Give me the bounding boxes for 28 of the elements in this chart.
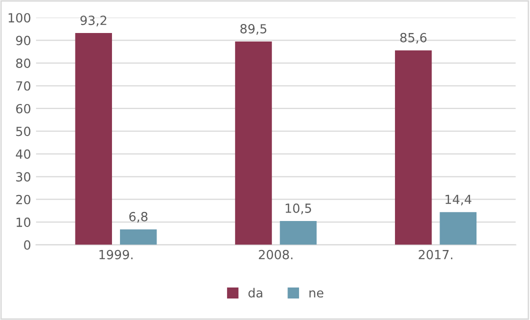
y-tick-label: 50 <box>16 126 30 136</box>
bar <box>75 33 112 245</box>
y-tick-label: 40 <box>16 149 30 159</box>
legend-label: da <box>248 288 262 298</box>
y-tick-label: 90 <box>16 36 30 46</box>
y-tick-label: 0 <box>24 240 30 250</box>
y-tick-label: 10 <box>16 218 30 228</box>
x-tick-label: 1999. <box>99 250 133 260</box>
data-label: 89,5 <box>240 24 266 35</box>
x-tick-label: 2017. <box>418 250 452 260</box>
y-tick-label: 30 <box>16 172 30 182</box>
y-tick-label: 100 <box>8 13 30 23</box>
data-label: 85,6 <box>400 32 426 44</box>
bar <box>280 220 317 245</box>
y-tick-label: 80 <box>16 58 30 68</box>
legend-label: ne <box>309 290 324 298</box>
y-tick-label: 60 <box>16 104 30 114</box>
data-label: 10,5 <box>286 204 312 214</box>
bar <box>440 212 477 245</box>
data-label: 14,4 <box>446 194 472 206</box>
x-tick-label: 2008. <box>258 250 292 260</box>
bar <box>394 50 432 245</box>
bar <box>120 229 157 245</box>
y-tick-label: 20 <box>16 194 30 204</box>
bar <box>235 41 272 245</box>
y-tick-label: 70 <box>16 81 30 91</box>
data-label: 93,2 <box>80 16 106 26</box>
data-label: 6,8 <box>129 212 148 223</box>
